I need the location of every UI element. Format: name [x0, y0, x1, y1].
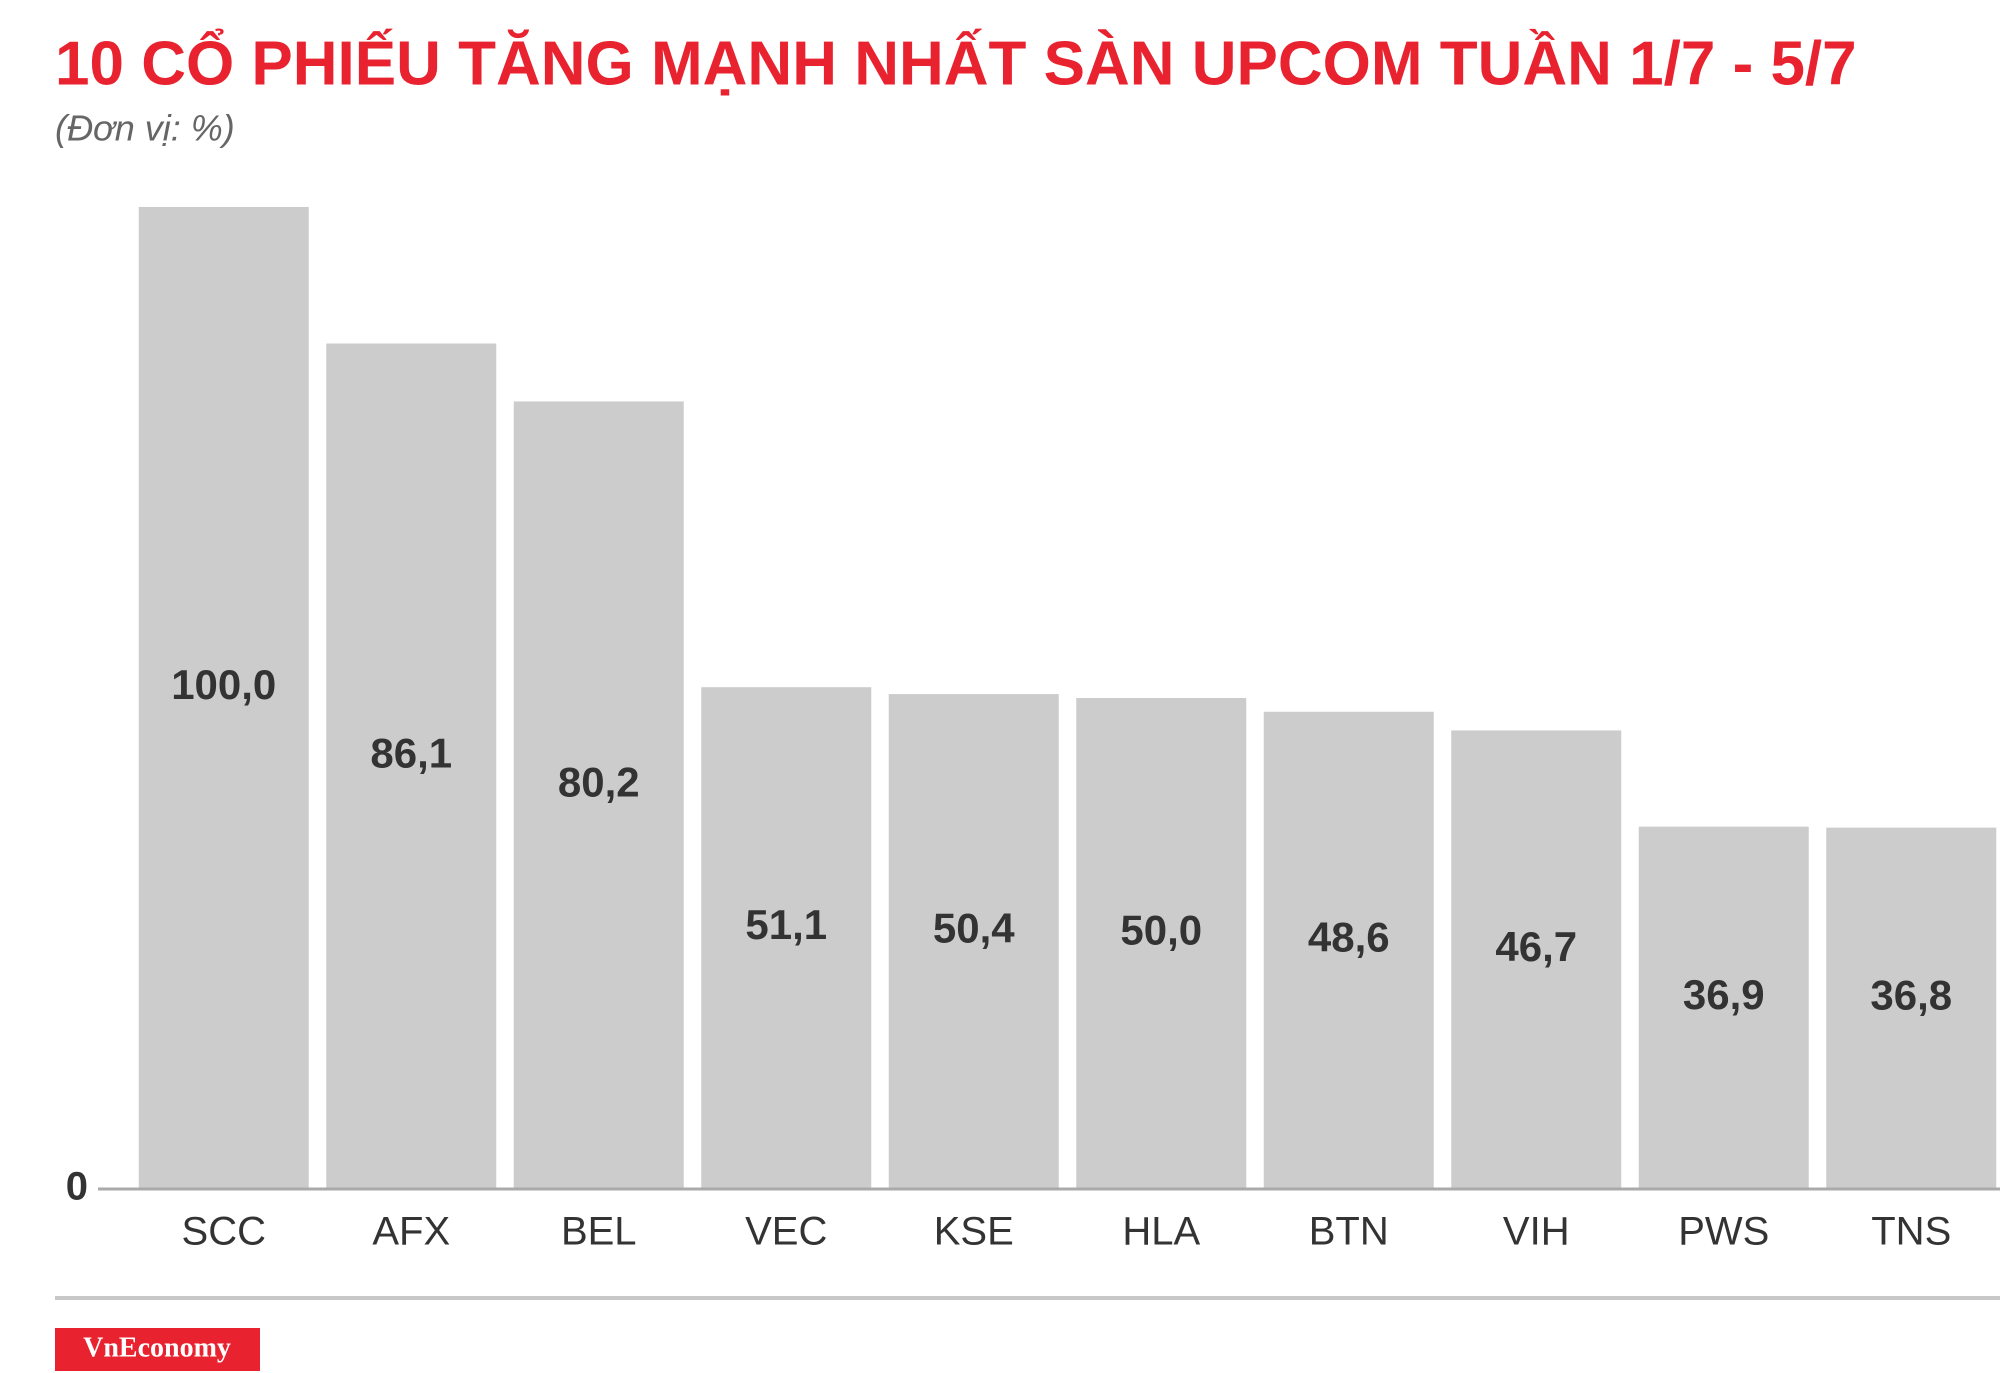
value-label: 48,6: [1308, 913, 1390, 960]
x-tick-label: BEL: [561, 1210, 637, 1254]
bar: [701, 687, 872, 1189]
bar: [1826, 827, 1997, 1189]
value-label: 100,0: [171, 661, 276, 708]
bar: [1263, 711, 1434, 1189]
x-tick-label: PWS: [1678, 1210, 1769, 1254]
value-label: 36,9: [1683, 971, 1765, 1018]
value-label: 51,1: [745, 901, 827, 948]
source: VnEconomy: [83, 1332, 231, 1363]
bar: [888, 694, 1059, 1189]
bar: [138, 207, 309, 1189]
value-label: 50,4: [933, 905, 1015, 952]
value-label: 86,1: [370, 729, 452, 776]
bar: [326, 343, 497, 1189]
x-tick-label: SCC: [182, 1210, 266, 1254]
bar: [513, 401, 684, 1189]
x-tick-label: TNS: [1871, 1210, 1951, 1254]
x-tick-label: VEC: [745, 1210, 827, 1254]
chart-subtitle: (Đơn vị: %): [55, 108, 235, 149]
value-label: 80,2: [558, 758, 640, 805]
chart-title: 10 CỔ PHIẾU TĂNG MẠNH NHẤT SÀN UPCOM TUẦ…: [55, 28, 1857, 98]
bar: [1076, 698, 1247, 1189]
source-badge: [55, 1328, 260, 1371]
value-label: 50,0: [1120, 907, 1202, 954]
bar: [1638, 826, 1809, 1189]
bar: [1451, 730, 1622, 1189]
value-label: 46,7: [1495, 923, 1577, 970]
x-tick-label: HLA: [1122, 1210, 1200, 1254]
x-tick-label: KSE: [934, 1210, 1014, 1254]
x-tick-label: AFX: [372, 1210, 450, 1254]
x-tick-label: BTN: [1309, 1210, 1389, 1254]
value-label: 36,8: [1870, 971, 1952, 1018]
y-tick-label: 0: [66, 1165, 88, 1209]
x-tick-label: VIH: [1503, 1210, 1570, 1254]
